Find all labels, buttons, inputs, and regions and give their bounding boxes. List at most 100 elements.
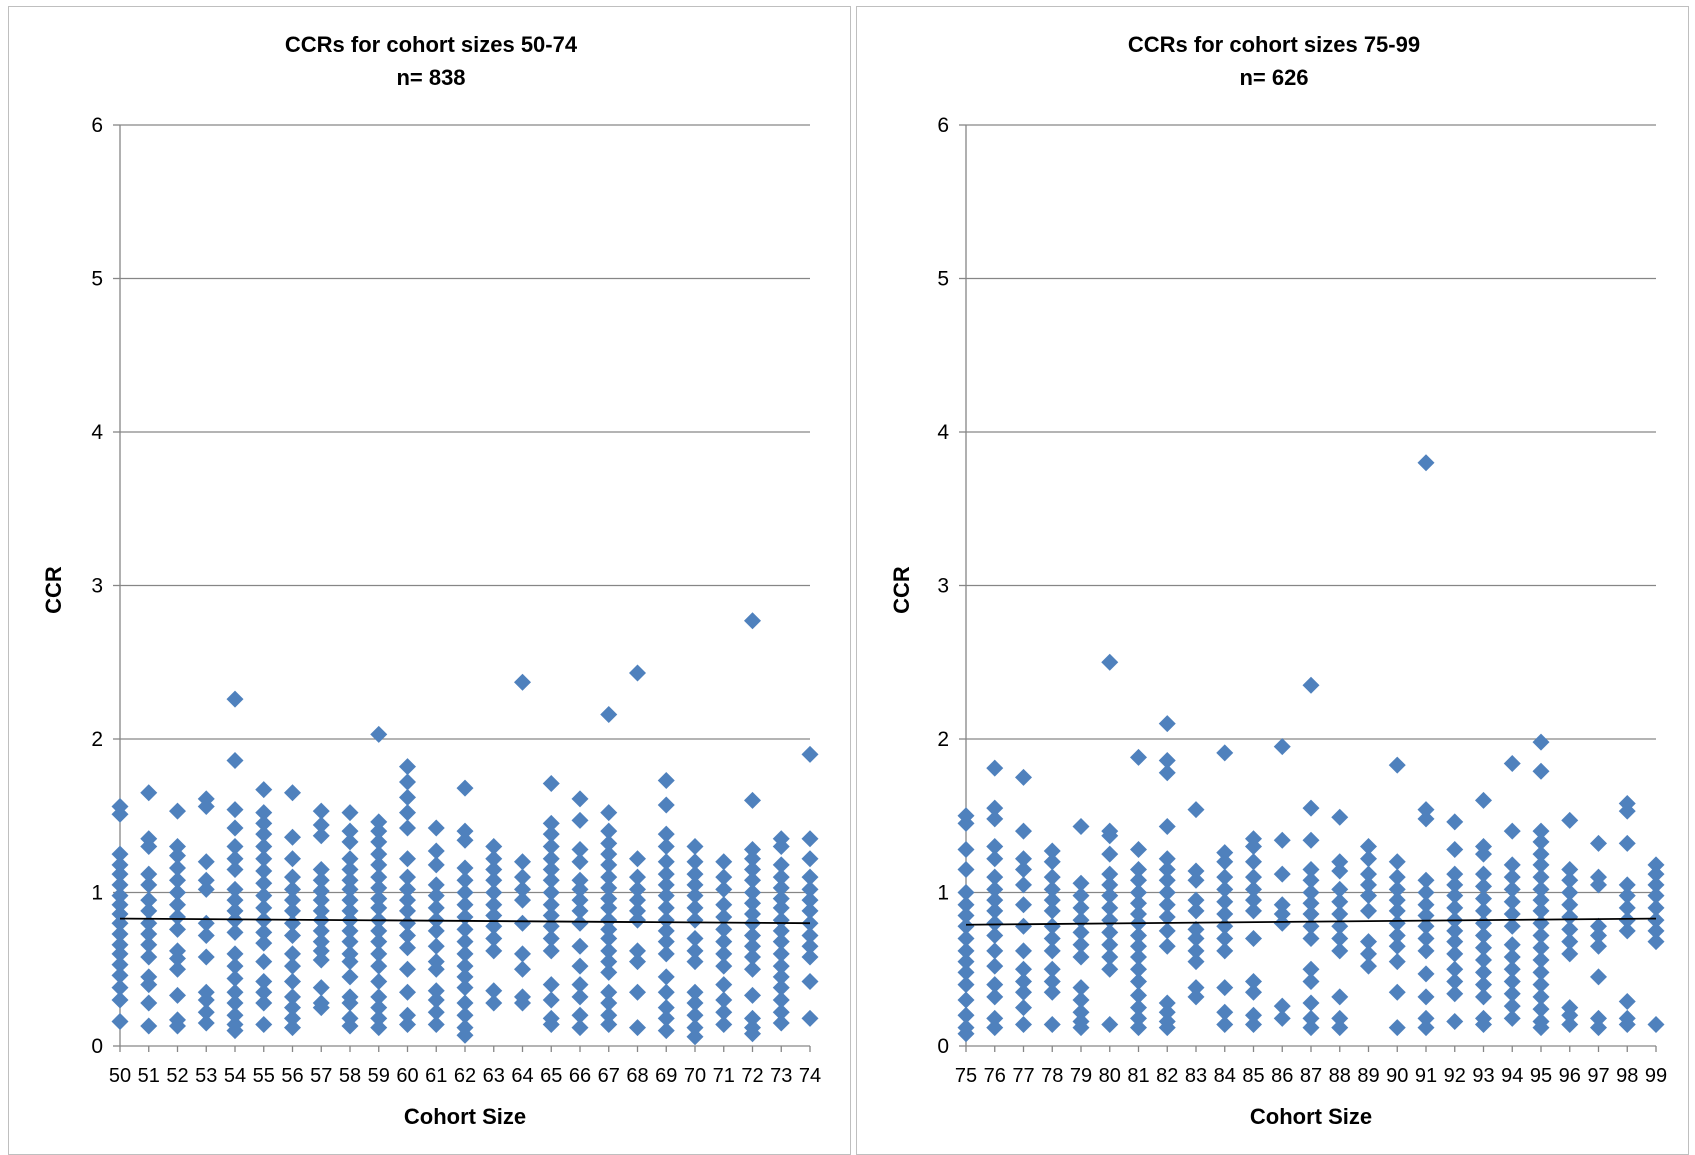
data-point: [1158, 764, 1176, 782]
data-point: [1388, 926, 1406, 944]
data-point: [1503, 985, 1521, 1003]
data-point: [226, 1022, 244, 1040]
data-point: [657, 922, 675, 940]
data-point: [456, 859, 474, 877]
data-point: [1561, 871, 1579, 889]
data-point: [1130, 937, 1147, 955]
data-point: [370, 868, 388, 886]
x-tick-label: 58: [339, 1065, 361, 1087]
data-point: [1302, 884, 1320, 901]
data-point: [284, 850, 301, 868]
data-point: [485, 850, 503, 868]
data-point: [284, 999, 301, 1017]
data-point: [1388, 902, 1406, 920]
data-point: [514, 945, 531, 963]
data-point: [226, 751, 244, 769]
data-point: [542, 991, 560, 1009]
data-point: [1130, 926, 1147, 944]
data-point: [1417, 942, 1435, 960]
data-point: [456, 994, 474, 1012]
data-point: [1158, 817, 1176, 835]
data-point: [772, 957, 790, 975]
data-point: [1561, 860, 1579, 878]
data-point: [427, 842, 445, 860]
data-point: [284, 988, 301, 1006]
x-tick-label: 59: [368, 1065, 390, 1087]
data-point: [1503, 755, 1521, 773]
data-point: [715, 957, 733, 975]
data-point: [456, 933, 474, 951]
data-point: [1360, 933, 1377, 951]
data-point: [715, 896, 733, 914]
y-axis-label: CCR: [889, 566, 914, 614]
data-point: [1101, 923, 1119, 941]
data-point: [427, 982, 445, 1000]
data-point: [1273, 738, 1291, 756]
data-point: [986, 891, 1004, 909]
data-point: [1388, 1019, 1406, 1037]
data-point: [571, 790, 589, 808]
data-point: [1302, 973, 1320, 991]
data-point: [255, 899, 273, 917]
data-point: [169, 859, 186, 877]
data-point: [1158, 850, 1176, 868]
data-point: [1475, 988, 1492, 1006]
data-point: [255, 934, 273, 952]
data-point: [542, 942, 560, 960]
data-point: [1072, 923, 1090, 941]
data-point: [957, 860, 975, 878]
data-point: [1532, 988, 1550, 1006]
data-point: [111, 865, 129, 883]
x-tick-label: 95: [1530, 1065, 1552, 1087]
data-point: [1216, 1003, 1234, 1021]
data-point: [485, 860, 503, 878]
data-point: [1187, 920, 1205, 938]
data-point: [427, 876, 445, 894]
data-point: [986, 902, 1004, 920]
data-point: [1158, 1003, 1176, 1021]
data-point: [284, 1009, 301, 1027]
data-point: [1388, 937, 1406, 955]
data-point: [1475, 939, 1492, 957]
data-point: [772, 837, 790, 855]
data-point: [514, 914, 531, 932]
data-point: [1503, 973, 1521, 991]
data-point: [542, 871, 560, 889]
data-point: [140, 976, 158, 994]
chart-subtitle: n= 626: [1239, 65, 1308, 90]
data-point: [571, 871, 589, 889]
data-point: [1503, 997, 1521, 1015]
data-point: [715, 868, 733, 886]
data-point: [1101, 887, 1119, 905]
data-point: [370, 957, 388, 975]
data-point: [1015, 1016, 1032, 1034]
data-point: [226, 690, 244, 708]
data-point: [600, 911, 618, 929]
chart-panel-left: CCRs for cohort sizes 50-74 n= 838 0 1 2 3 4 5 6…: [8, 6, 851, 1155]
data-point: [485, 982, 503, 1000]
data-point: [1158, 896, 1176, 914]
data-point: [341, 880, 359, 898]
data-point: [1360, 850, 1377, 868]
data-point: [571, 937, 589, 955]
data-point: [772, 890, 790, 908]
data-point: [1187, 862, 1205, 880]
data-point: [427, 1016, 445, 1034]
data-point: [370, 899, 388, 917]
data-point: [1561, 945, 1579, 963]
x-tick-label: 70: [684, 1065, 706, 1087]
data-point: [1072, 948, 1090, 966]
data-point: [427, 1003, 445, 1021]
data-point: [370, 822, 388, 840]
data-point: [1130, 841, 1147, 859]
data-point: [485, 896, 503, 914]
y-axis-label: CCR: [41, 566, 66, 614]
data-point: [772, 979, 790, 997]
data-point: [1647, 865, 1665, 883]
data-point: [312, 816, 330, 834]
data-point: [1187, 891, 1205, 909]
data-point: [1130, 748, 1147, 766]
data-point: [111, 876, 129, 894]
data-point: [686, 876, 704, 894]
data-point: [1590, 917, 1607, 935]
